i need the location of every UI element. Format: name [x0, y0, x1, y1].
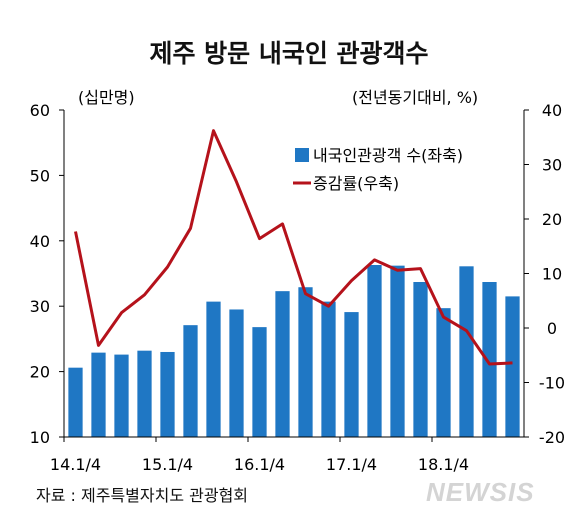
bar-18.4/4 — [505, 296, 520, 437]
left-tick-label: 40 — [30, 232, 50, 251]
bar-17.1/4 — [344, 312, 359, 437]
source-note: 자료 : 제주특별자치도 관광협회 — [36, 486, 249, 505]
bar-15.1/4 — [160, 351, 175, 437]
right-tick-label: 40 — [542, 101, 562, 120]
chart-title: 제주 방문 내국인 관광객수 — [149, 39, 429, 68]
left-tick-label: 60 — [30, 101, 50, 120]
x-tick-label: 17.1/4 — [326, 455, 377, 474]
left-axis-ticks: 10 20 30 40 50 60 — [30, 101, 64, 447]
bar-16.3/4 — [298, 287, 313, 437]
bar-15.4/4 — [229, 309, 244, 437]
left-tick-label: 50 — [30, 166, 50, 185]
line-series-layer — [74, 129, 513, 366]
x-tick-label: 15.1/4 — [142, 455, 193, 474]
bar-17.2/4 — [367, 264, 382, 437]
legend: 내국인관광객 수(좌축) 증감률(우축) — [293, 146, 463, 193]
bar-18.3/4 — [482, 282, 497, 437]
bar-series — [68, 264, 520, 437]
right-tick-label: -10 — [539, 374, 565, 393]
bar-17.3/4 — [390, 265, 405, 437]
legend-bar-swatch — [295, 148, 309, 162]
x-tick-label: 16.1/4 — [234, 455, 285, 474]
bar-16.2/4 — [275, 291, 290, 437]
growth-rate-line — [74, 129, 513, 366]
bar-18.2/4 — [459, 266, 474, 437]
right-axis-unit-label: (전년동기대비, %) — [352, 88, 478, 107]
bar-17.4/4 — [413, 282, 428, 437]
bar-15.3/4 — [206, 301, 221, 437]
right-tick-label: 0 — [547, 319, 557, 338]
right-axis-ticks: -20 -10 0 10 20 30 40 — [524, 101, 565, 447]
bar-14.4/4 — [137, 350, 152, 437]
left-tick-label: 20 — [30, 363, 50, 382]
right-tick-label: 10 — [542, 265, 562, 284]
right-tick-label: -20 — [539, 428, 565, 447]
bar-16.4/4 — [321, 301, 336, 437]
bar-14.2/4 — [91, 352, 106, 437]
bar-18.1/4 — [436, 308, 451, 437]
right-tick-label: 30 — [542, 156, 562, 175]
x-tick-label: 14.1/4 — [50, 455, 101, 474]
right-tick-label: 20 — [542, 210, 562, 229]
bar-16.1/4 — [252, 327, 267, 437]
newsis-watermark-logo: NEWSIS — [426, 477, 535, 507]
legend-line-label: 증감률(우축) — [313, 174, 399, 193]
bar-15.2/4 — [183, 325, 198, 437]
left-tick-label: 10 — [30, 428, 50, 447]
left-axis-unit-label: (십만명) — [78, 88, 135, 107]
left-tick-label: 30 — [30, 297, 50, 316]
bar-14.1/4 — [68, 367, 83, 437]
bar-14.3/4 — [114, 354, 129, 437]
legend-bar-label: 내국인관광객 수(좌축) — [313, 146, 463, 165]
x-axis-ticks: 14.1/4 15.1/4 16.1/4 17.1/4 18.1/4 — [50, 437, 469, 474]
x-tick-label: 18.1/4 — [418, 455, 469, 474]
